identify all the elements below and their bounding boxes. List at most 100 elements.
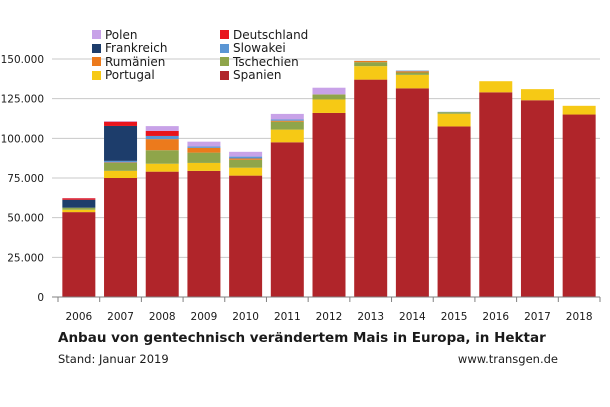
bar-segment-tschechien-2008 [145,150,179,164]
bar-segment-rumänien-2009 [187,147,221,153]
bar-segment-spanien-2012 [312,112,346,298]
bar-segment-tschechien-2006 [62,207,96,210]
bar-segment-polen-2010 [229,151,263,157]
legend-swatch [220,57,229,67]
y-tick-label: 25.000 [7,252,44,264]
legend-item-deutschland: Deutschland [220,28,330,42]
legend-swatch [220,70,229,80]
legend-label: Portugal [105,68,155,83]
legend-swatch [220,43,229,53]
bar-segment-portugal-2014 [395,74,429,89]
legend-label: Rumänien [105,54,166,69]
bar-segment-portugal-2015 [437,113,471,127]
x-tick-label: 2015 [441,311,468,323]
bar-segment-polen-2008 [145,126,179,131]
bar-segment-spanien-2008 [145,171,179,297]
bar-segment-portugal-2016 [479,81,513,93]
x-tick-label: 2009 [191,311,218,323]
legend-swatch [92,43,101,53]
bar-segment-rumänien-2008 [145,139,179,151]
x-tick-label: 2010 [232,311,259,323]
bar-segment-spanien-2017 [520,100,554,298]
legend-label: Deutschland [233,27,309,42]
bar-segment-spanien-2011 [270,142,304,297]
bar-segment-spanien-2007 [104,178,138,297]
bar-segment-slowakei-2007 [104,160,138,163]
bar-segment-frankreich-2007 [104,125,138,161]
bar-segment-spanien-2016 [479,92,513,297]
bar-segment-slowakei-2010 [229,156,263,159]
legend-item-portugal: Portugal [92,68,220,83]
legend-label: Frankreich [105,41,168,56]
legend-swatch [220,30,229,40]
bar-segment-spanien-2018 [562,114,596,298]
chart-legend: Polen Deutschland Frankreich Slowakei Rumäni… [92,28,322,82]
x-tick-label: 2008 [149,311,176,323]
bar-segment-tschechien-2015 [437,112,471,114]
bar-segment-portugal-2011 [270,129,304,143]
bar-segment-portugal-2012 [312,99,346,113]
bar-segment-polen-2012 [312,87,346,95]
x-tick-label: 2014 [399,311,426,323]
legend-label: Tschechien [233,54,299,69]
legend-item-frankreich: Frankreich [92,41,220,56]
legend-item-tschechien: Tschechien [220,55,330,69]
bar-segment-deutschland-2006 [62,198,96,200]
bar-segment-portugal-2013 [354,66,388,80]
legend-item-polen: Polen [92,28,220,42]
x-tick-label: 2006 [65,311,92,323]
bar-segment-polen-2009 [187,141,221,147]
bar-segment-polen-2011 [270,113,304,120]
bar-segment-portugal-2018 [562,105,596,115]
x-tick-label: 2017 [524,311,551,323]
y-tick-label: 100.000 [1,133,44,145]
legend-item-spanien: Spanien [220,68,330,83]
bar-segment-slowakei-2011 [270,119,304,121]
x-tick-label: 2016 [482,311,509,323]
legend-label: Slowakei [233,41,286,56]
bar-segment-deutschland-2007 [104,121,138,126]
bar-segment-slowakei-2009 [187,146,221,148]
bar-segment-portugal-2010 [229,167,263,176]
legend-item-rumänien: Rumänien [92,55,220,69]
x-tick-label: 2018 [566,311,593,323]
bar-segment-rumänien-2014 [395,71,429,73]
bar-segment-portugal-2008 [145,163,179,172]
legend-swatch [92,70,101,80]
bar-segment-tschechien-2013 [354,62,388,67]
bar-segment-rumänien-2013 [354,60,388,63]
bar-segment-tschechien-2010 [229,159,263,168]
x-tick-label: 2007 [107,311,134,323]
legend-item-slowakei: Slowakei [220,41,330,56]
bar-segment-tschechien-2012 [312,94,346,100]
bar-segment-portugal-2017 [520,89,554,101]
bar-segment-spanien-2015 [437,126,471,297]
y-tick-label: 50.000 [7,213,44,225]
x-tick-label: 2012 [316,311,343,323]
bar-segment-portugal-2009 [187,162,221,171]
bar-segment-frankreich-2006 [62,199,96,208]
bar-segment-slowakei-2008 [145,135,179,140]
chart-title: Anbau von gentechnisch verändertem Mais … [58,330,546,346]
y-tick-label: 125.000 [1,94,44,106]
legend-label: Spanien [233,68,282,83]
bar-segment-tschechien-2014 [395,72,429,75]
legend-label: Polen [105,27,138,42]
bar-segment-portugal-2006 [62,209,96,213]
legend-swatch [92,30,101,40]
x-tick-label: 2011 [274,311,301,323]
bar-segment-rumänien-2011 [270,120,304,122]
bar-segment-portugal-2007 [104,170,138,178]
bar-segment-slowakei-2014 [395,70,429,72]
bar-segment-deutschland-2008 [145,130,179,136]
y-tick-label: 150.000 [1,54,44,66]
x-tick-label: 2013 [357,311,384,323]
bar-segment-spanien-2009 [187,170,221,297]
bar-segment-spanien-2010 [229,175,263,297]
bar-segment-tschechien-2009 [187,152,221,163]
footer-source: www.transgen.de [457,352,558,366]
y-tick-label: 75.000 [7,173,44,185]
y-tick-label: 0 [37,292,44,304]
bar-segment-spanien-2013 [354,79,388,297]
